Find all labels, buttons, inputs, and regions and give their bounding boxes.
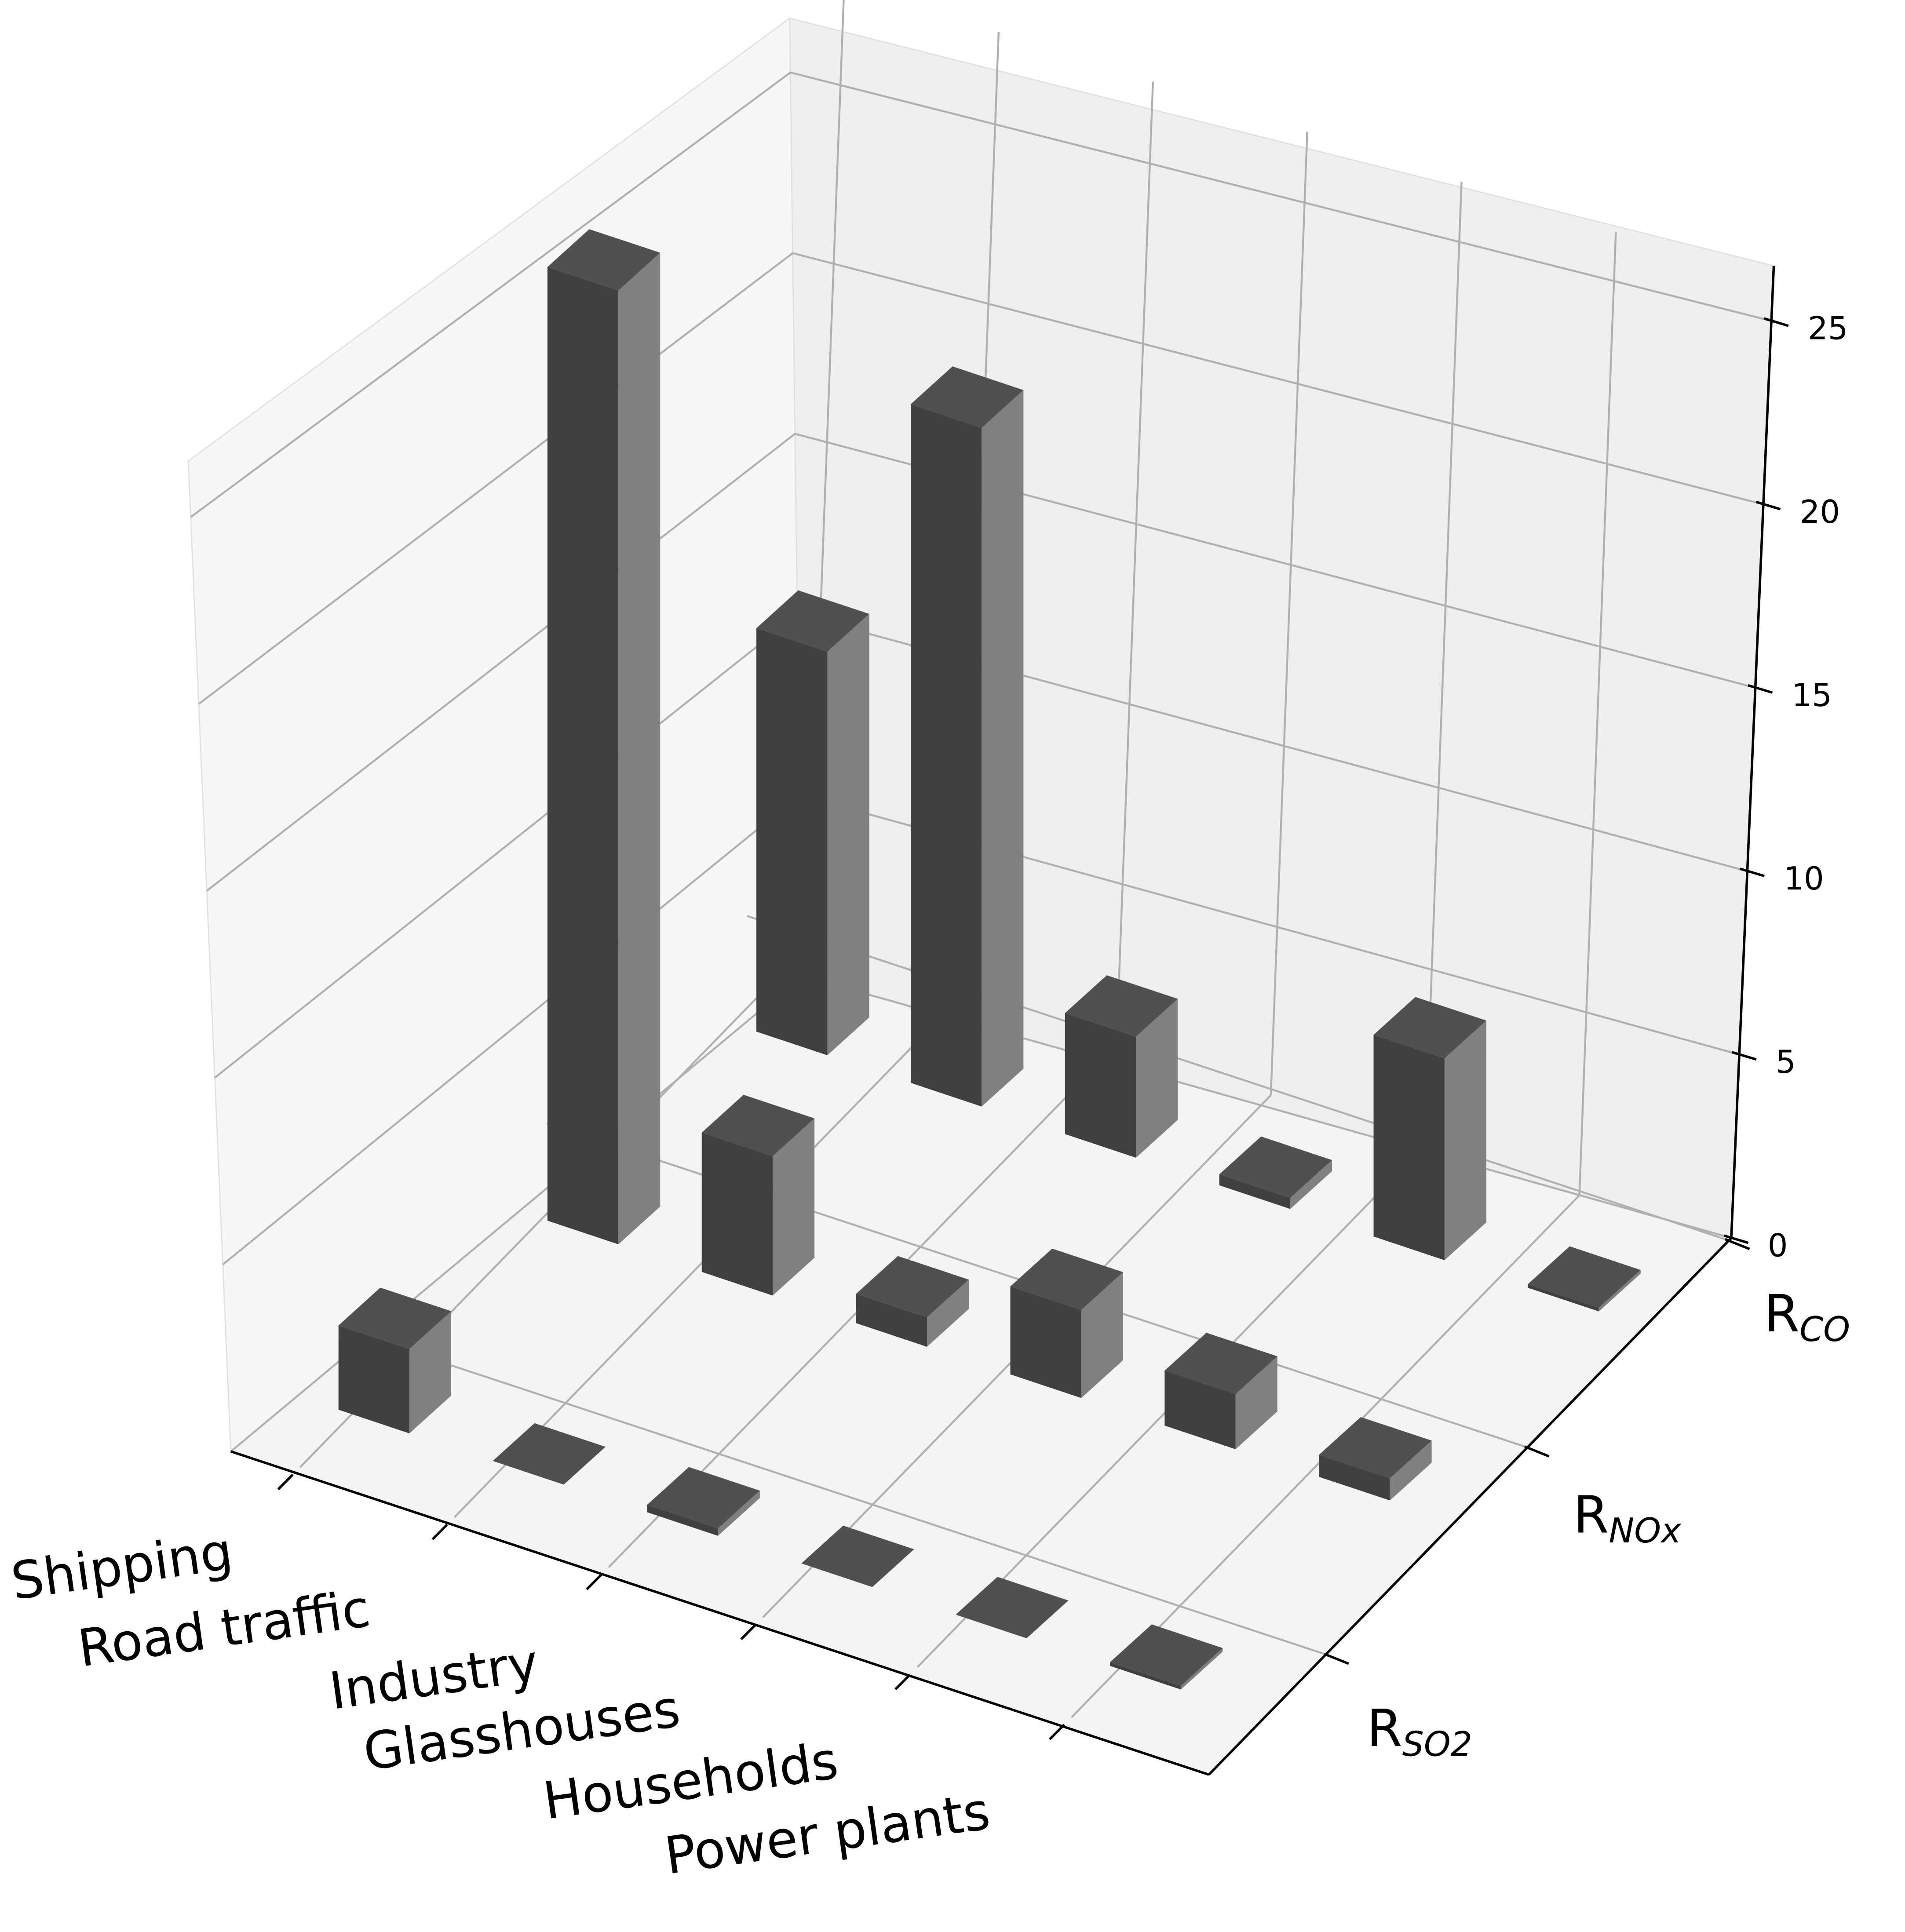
bar-top: [910, 366, 1024, 428]
bar-front: [756, 628, 828, 1056]
bar-top: [338, 1287, 452, 1349]
x-tick: [740, 1623, 757, 1640]
bar-top: [547, 229, 661, 291]
bar-side: [927, 1279, 969, 1347]
bar-top: [701, 1094, 815, 1156]
row-tick: [1324, 1652, 1349, 1665]
x-tick-label: Shipping: [7, 1522, 236, 1612]
row-label-main: R: [1573, 1485, 1609, 1545]
bar-front: [547, 267, 619, 1245]
bar-side: [618, 252, 661, 1245]
x-tick: [586, 1574, 602, 1590]
bar-front: [1373, 1035, 1445, 1261]
row-label: RNOx: [1573, 1485, 1682, 1551]
bar-top: [647, 1467, 760, 1529]
z-tick-label: 0: [1768, 1227, 1788, 1264]
x-axis: [230, 1450, 1209, 1776]
bar-top: [1164, 1333, 1277, 1394]
bar-side: [1081, 1272, 1123, 1398]
bar-side: [773, 1118, 815, 1296]
bar-top: [801, 1525, 914, 1587]
z-tick: [1755, 500, 1781, 510]
z-axis: [1730, 266, 1775, 1238]
wall-grid: [1578, 231, 1617, 1196]
row-label-main: R: [1367, 1699, 1402, 1758]
row-label-sub: CO: [1799, 1310, 1850, 1350]
bar-top: [1319, 1417, 1432, 1479]
bar-side: [1181, 1648, 1223, 1690]
bar-front: [1164, 1371, 1236, 1450]
bar-front: [1528, 1284, 1599, 1312]
bar-top: [1065, 975, 1178, 1037]
bar-front: [338, 1325, 410, 1433]
bar-front: [1065, 1013, 1136, 1158]
z-tick: [1723, 1234, 1749, 1244]
x-tick: [277, 1473, 294, 1491]
row-axis: [1208, 1237, 1732, 1776]
bar-side: [827, 614, 869, 1056]
bar-side: [1598, 1270, 1641, 1312]
z-tick: [1731, 1051, 1757, 1061]
row-tick: [1524, 1445, 1550, 1458]
z-tick: [1748, 684, 1773, 694]
grid-line: [206, 433, 1756, 892]
bar-front: [1219, 1174, 1291, 1209]
bar-top: [1219, 1136, 1332, 1198]
wall-grid: [1270, 131, 1308, 1096]
bar-side: [1136, 999, 1178, 1158]
x-tick: [894, 1673, 911, 1690]
bar-top: [1010, 1248, 1123, 1310]
bar-side: [1290, 1160, 1332, 1209]
z-tick-label: 5: [1776, 1043, 1796, 1080]
bar-side: [409, 1311, 452, 1433]
bar-front: [1010, 1286, 1081, 1398]
bar-front: [701, 1132, 773, 1296]
bar-top: [756, 590, 869, 652]
grid-line: [190, 71, 1772, 518]
floor-grid: [346, 1330, 1325, 1655]
z-tick: [1740, 868, 1765, 878]
floor-grid: [747, 915, 1726, 1240]
bar-front: [1110, 1662, 1181, 1690]
bar-front: [856, 1294, 927, 1347]
bar-front: [647, 1505, 718, 1536]
z-tick-label: 10: [1784, 860, 1824, 897]
bar-top: [1373, 997, 1486, 1058]
bar-side: [718, 1491, 760, 1536]
bar-side: [982, 390, 1024, 1107]
bar-front: [910, 404, 982, 1107]
row-label-sub: SO2: [1402, 1725, 1472, 1764]
x-tick: [431, 1524, 448, 1540]
bar-top: [493, 1423, 606, 1485]
bar-top: [1110, 1624, 1223, 1686]
row-label: RCO: [1764, 1284, 1850, 1349]
bar-top: [1528, 1246, 1641, 1308]
bar-side: [1235, 1356, 1277, 1450]
grid-line: [198, 252, 1764, 705]
wall-grid: [1424, 182, 1463, 1145]
bar-side: [1390, 1440, 1432, 1501]
wall-grid: [1115, 81, 1154, 1046]
z-tick-label: 20: [1800, 493, 1840, 530]
bar-top: [856, 1256, 969, 1318]
z-tick-label: 15: [1792, 677, 1832, 714]
z-tick-label: 25: [1808, 310, 1848, 346]
bar-front: [1319, 1454, 1390, 1501]
row-label-sub: NOx: [1609, 1511, 1682, 1551]
bar-top: [956, 1577, 1069, 1639]
z-tick: [1763, 317, 1789, 327]
row-label-main: R: [1764, 1284, 1800, 1343]
bar-side: [1444, 1020, 1486, 1261]
row-label: RSO2: [1367, 1699, 1472, 1764]
